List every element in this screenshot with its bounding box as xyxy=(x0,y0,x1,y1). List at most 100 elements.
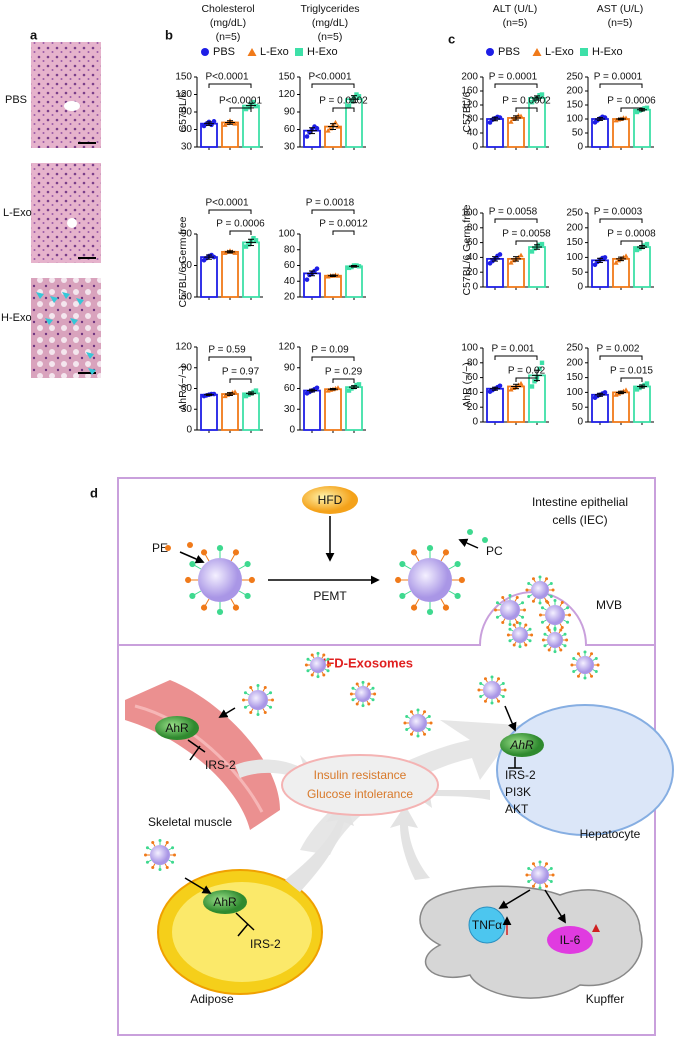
error-bar xyxy=(616,256,626,262)
exosome-head xyxy=(483,677,487,681)
y-tick-label: 200 xyxy=(461,72,478,83)
exosome-head xyxy=(232,604,240,611)
exosome-head xyxy=(248,576,255,584)
exosome-head xyxy=(541,638,545,642)
exosome-head xyxy=(216,545,224,552)
data-point xyxy=(354,382,359,388)
error-bar xyxy=(511,256,521,262)
exosome-head xyxy=(495,601,499,605)
exosome-head xyxy=(416,734,420,738)
exosome-head xyxy=(479,695,483,699)
y-tick-label: 150 xyxy=(566,100,583,111)
exosome-head xyxy=(165,840,169,844)
exosome xyxy=(395,545,465,615)
data-point xyxy=(349,99,354,104)
exosome xyxy=(349,680,377,708)
data-point xyxy=(613,392,619,397)
exosome-head xyxy=(553,650,557,654)
exosome xyxy=(403,708,433,738)
error-bar xyxy=(490,116,500,122)
exosome-head xyxy=(530,633,534,637)
significance-bracket xyxy=(620,107,643,112)
y-tick-label: 60 xyxy=(284,260,296,271)
exosome-head xyxy=(171,860,175,864)
exosome-head xyxy=(546,626,550,630)
exosome-head xyxy=(523,608,526,612)
up-arrow xyxy=(592,924,600,932)
error-bar xyxy=(225,250,235,254)
legend-label: PBS xyxy=(498,46,520,58)
flow-arrow xyxy=(390,805,430,880)
y-tick-label: 120 xyxy=(175,342,192,353)
muscle-fiber xyxy=(134,704,264,813)
exosome-head xyxy=(216,608,224,615)
exosome-head xyxy=(405,714,409,718)
y-tick-label: 20 xyxy=(284,292,296,303)
data-point xyxy=(232,250,238,255)
exosome-head xyxy=(568,613,571,617)
exosome-head xyxy=(583,650,587,654)
hepatocyte-cell xyxy=(496,704,674,836)
ahr xyxy=(500,733,544,757)
exosome-head xyxy=(494,608,497,612)
exosome-head xyxy=(527,866,531,870)
bar xyxy=(633,385,651,423)
data-point xyxy=(615,257,622,263)
y-tick-label: 250 xyxy=(566,208,583,219)
exosome-head xyxy=(256,713,260,716)
significance-bracket xyxy=(599,218,643,223)
exosome-head xyxy=(399,592,406,600)
exosome-head xyxy=(501,595,505,599)
bar xyxy=(242,241,260,298)
diagram-label: Insulin resistance xyxy=(314,768,407,782)
exosome-head xyxy=(531,577,535,581)
error-bar xyxy=(204,254,214,260)
data-point xyxy=(602,390,608,395)
y-tick-label: 200 xyxy=(566,357,583,368)
significance-bracket xyxy=(229,378,252,383)
exosome-body xyxy=(198,558,242,602)
exosome-head xyxy=(316,675,320,679)
data-point xyxy=(634,387,640,392)
exosome-head xyxy=(326,669,330,673)
exosome-head xyxy=(560,626,564,630)
p-value: P = 0.0003 xyxy=(594,207,643,218)
exosome-head xyxy=(373,692,377,696)
exosome-head xyxy=(528,627,532,631)
error-bar xyxy=(532,244,542,250)
y-tick-label: 40 xyxy=(467,128,479,139)
diagram-label: MVB xyxy=(596,598,622,612)
diagram-label: PEMT xyxy=(313,589,347,603)
error-bar xyxy=(595,117,605,121)
exosome-head xyxy=(249,711,253,715)
data-point xyxy=(314,126,320,131)
free-lipid xyxy=(482,537,488,543)
exosome-head xyxy=(527,880,531,884)
exosome xyxy=(144,839,176,871)
exosome-head xyxy=(151,840,155,844)
exosome-head xyxy=(539,613,542,617)
exosome-head xyxy=(512,623,516,627)
y-tick-label: 40 xyxy=(467,252,479,263)
y-tick-label: 160 xyxy=(461,86,478,97)
legend-marker xyxy=(580,48,588,56)
data-point xyxy=(497,383,503,389)
error-bar xyxy=(307,388,317,393)
il6-node xyxy=(547,926,593,954)
exosome-head xyxy=(538,860,542,864)
y-tick-label: 20 xyxy=(467,402,479,413)
vein xyxy=(67,218,77,228)
exosome-head xyxy=(543,632,547,636)
exosome-head xyxy=(399,560,406,568)
data-point xyxy=(314,266,320,271)
data-point xyxy=(537,93,542,98)
column-header: (n=5) xyxy=(318,31,343,43)
exosome-head xyxy=(594,670,598,674)
y-tick-label: 120 xyxy=(461,100,478,111)
exosome-head xyxy=(316,651,320,655)
exosome-head xyxy=(596,663,600,667)
error-bar xyxy=(511,383,521,390)
column-header: (mg/dL) xyxy=(312,17,348,29)
hfd-blob xyxy=(302,486,358,514)
exosome-head xyxy=(528,639,532,643)
